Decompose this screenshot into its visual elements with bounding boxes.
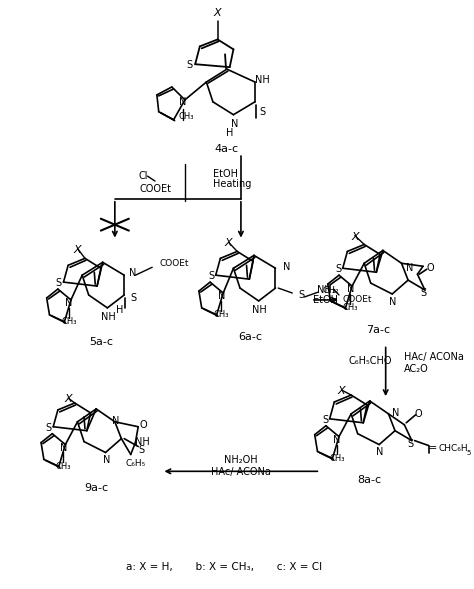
Text: S: S xyxy=(46,423,52,433)
Text: N: N xyxy=(179,97,187,107)
Text: X: X xyxy=(64,394,72,404)
Text: N: N xyxy=(60,442,67,452)
Text: CHC₆H: CHC₆H xyxy=(439,444,468,453)
Text: S: S xyxy=(420,288,426,298)
Text: O: O xyxy=(427,263,434,273)
Text: HAc/ ACONa: HAc/ ACONa xyxy=(211,467,271,477)
Text: 6a-c: 6a-c xyxy=(238,332,262,342)
Text: CH₃: CH₃ xyxy=(214,310,229,319)
Text: 5a-c: 5a-c xyxy=(89,336,113,346)
Text: EtOH: EtOH xyxy=(313,295,338,305)
Text: NH: NH xyxy=(255,75,270,85)
Text: 8a-c: 8a-c xyxy=(358,475,382,485)
Text: O: O xyxy=(415,409,422,419)
Text: S: S xyxy=(208,271,214,281)
Text: 4a-c: 4a-c xyxy=(215,144,239,154)
Text: Heating: Heating xyxy=(213,179,251,189)
Text: X: X xyxy=(338,386,346,396)
Text: CH₃: CH₃ xyxy=(329,454,345,463)
Text: N: N xyxy=(231,118,238,128)
Text: S: S xyxy=(407,439,413,449)
Text: N: N xyxy=(406,263,414,273)
Text: NH: NH xyxy=(252,305,267,315)
Text: CH₃: CH₃ xyxy=(56,462,71,471)
Text: Cl: Cl xyxy=(138,171,147,181)
Text: EtOH: EtOH xyxy=(213,169,238,179)
Text: S: S xyxy=(56,278,62,288)
Text: N: N xyxy=(333,435,341,445)
Text: N: N xyxy=(218,291,225,301)
Text: S: S xyxy=(138,445,144,455)
Text: N: N xyxy=(103,455,110,465)
Text: H: H xyxy=(116,305,123,315)
Text: N: N xyxy=(376,448,384,458)
Text: S: S xyxy=(259,107,265,117)
Text: NH: NH xyxy=(136,436,150,446)
Text: CH₃: CH₃ xyxy=(342,303,358,312)
Text: C₆H₅: C₆H₅ xyxy=(125,459,146,468)
Text: HAc/ ACONa: HAc/ ACONa xyxy=(404,352,464,362)
Text: CH₃: CH₃ xyxy=(178,112,194,121)
Text: NH₂OH: NH₂OH xyxy=(224,455,258,465)
Text: S: S xyxy=(322,415,328,425)
Text: X: X xyxy=(73,246,82,256)
Text: CH₃: CH₃ xyxy=(61,317,77,326)
Text: AC₂O: AC₂O xyxy=(404,364,429,374)
Text: O: O xyxy=(139,420,146,430)
Text: 9a-c: 9a-c xyxy=(84,483,108,493)
Text: =: = xyxy=(428,444,437,454)
Text: COOEt: COOEt xyxy=(160,259,189,268)
Text: N: N xyxy=(390,297,397,307)
Text: S: S xyxy=(298,290,304,300)
Text: N: N xyxy=(112,416,119,426)
Text: N: N xyxy=(65,298,73,308)
Text: a: X = H,       b: X = CH₃,       c: X = Cl: a: X = H, b: X = CH₃, c: X = Cl xyxy=(126,562,322,573)
Text: N: N xyxy=(283,262,290,272)
Text: X: X xyxy=(225,239,233,249)
Text: X: X xyxy=(214,8,221,18)
Text: N: N xyxy=(392,408,400,418)
Text: C₆H₅CHO: C₆H₅CHO xyxy=(348,356,392,366)
Text: S: S xyxy=(186,60,192,70)
Text: S: S xyxy=(335,264,341,274)
Text: N: N xyxy=(129,268,136,278)
Text: H: H xyxy=(226,128,233,138)
Text: NH: NH xyxy=(101,312,116,322)
Text: S: S xyxy=(131,293,137,303)
Text: 5: 5 xyxy=(467,451,471,456)
Text: COOEt: COOEt xyxy=(139,184,171,194)
Text: X: X xyxy=(351,231,359,241)
Text: CH₂: CH₂ xyxy=(322,286,339,294)
Text: COOEt: COOEt xyxy=(343,296,372,305)
Text: N: N xyxy=(346,284,354,294)
Text: 7a-c: 7a-c xyxy=(366,325,390,335)
Text: NH₃: NH₃ xyxy=(317,285,335,295)
